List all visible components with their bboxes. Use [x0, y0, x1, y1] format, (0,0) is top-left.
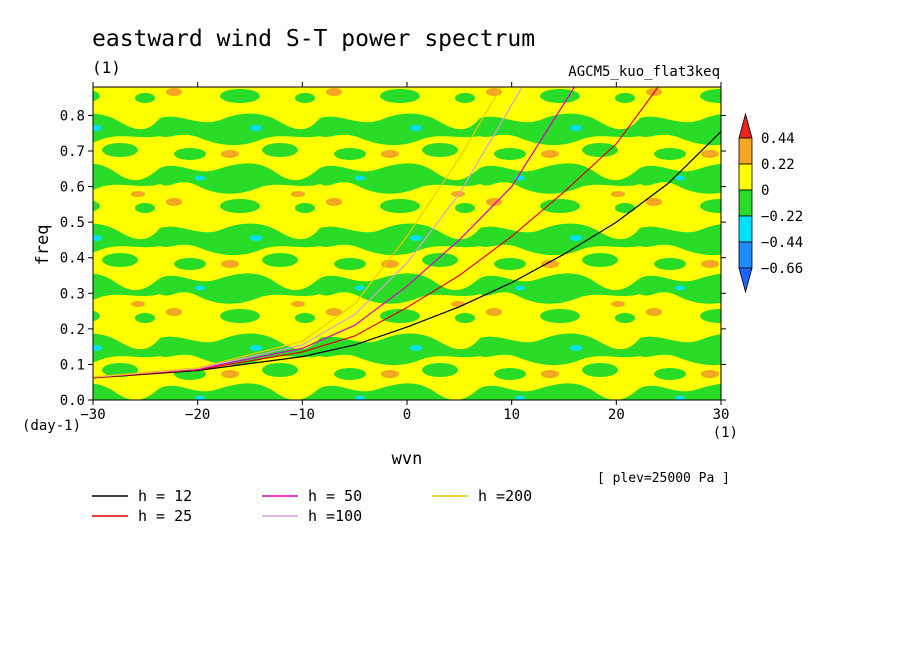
power-field [93, 87, 721, 400]
colorbar-cell [738, 241, 753, 269]
colorbar-cell [738, 189, 753, 217]
colorbar-label: 0.44 [761, 131, 795, 147]
x-tick-label: 20 [608, 407, 625, 423]
y-tick-label: 0.1 [60, 357, 85, 373]
colorbar-cell [738, 215, 753, 243]
y-tick-label: 0.2 [60, 322, 85, 338]
x-axis-unit: (1) [713, 425, 738, 441]
x-tick-label: −30 [80, 407, 105, 423]
y-tick-label: 0.5 [60, 215, 85, 231]
x-tick-label: 0 [403, 407, 411, 423]
dispersion-curve [93, 87, 502, 378]
colorbar-label: −0.44 [761, 235, 803, 251]
x-tick-label: 30 [713, 407, 730, 423]
x-axis-label: wvn [392, 449, 423, 469]
y-tick-label: 0.8 [60, 108, 85, 124]
legend-label: h = 12 [138, 487, 192, 505]
legend-label: h = 25 [138, 507, 192, 525]
dispersion-curve [93, 87, 659, 379]
y-tick-label: 0.4 [60, 251, 85, 267]
y-tick-label: 0.0 [60, 393, 85, 409]
dispersion-curve [93, 87, 576, 378]
curve-legend: h = 12 h = 25 h = 50 h =100 h =200 [92, 487, 532, 525]
plot-area [92, 86, 722, 401]
legend-label: h =100 [308, 507, 362, 525]
colorbar-label: −0.22 [761, 209, 803, 225]
colorbar-cell [738, 163, 753, 191]
colorbar-label: −0.66 [761, 261, 803, 277]
chart-subtitle: (1) [92, 58, 121, 77]
legend-label: h = 50 [308, 487, 362, 505]
x-tick-label: 10 [503, 407, 520, 423]
y-tick-label: 0.6 [60, 180, 85, 196]
dispersion-curve [93, 87, 523, 378]
colorbar: 0.44 0.22 0 −0.22 −0.44 −0.66 [738, 112, 803, 294]
run-label: AGCM5_kuo_flat3keq [568, 64, 720, 80]
y-tick-label: 0.7 [60, 144, 85, 160]
y-tick-label: 0.3 [60, 286, 85, 302]
colorbar-label: 0.22 [761, 157, 795, 173]
colorbar-cell [738, 137, 753, 165]
x-tick-label: −10 [290, 407, 315, 423]
y-axis: 0.0 0.1 0.2 0.3 0.4 0.5 0.6 0.7 0.8 [60, 108, 726, 409]
plev-annotation: [ plev=25000 Pa ] [597, 471, 730, 486]
dispersion-curve [93, 131, 721, 379]
colorbar-cell [738, 267, 753, 294]
colorbar-label: 0 [761, 183, 769, 199]
x-tick-label: −20 [185, 407, 210, 423]
x-axis: −30 −20 −10 0 10 20 30 [80, 82, 729, 423]
y-axis-label: freq [33, 225, 53, 266]
legend-label: h =200 [478, 487, 532, 505]
colorbar-cell [738, 112, 753, 139]
y-axis-unit: (day-1) [22, 418, 81, 434]
chart-title: eastward wind S-T power spectrum [92, 26, 535, 52]
